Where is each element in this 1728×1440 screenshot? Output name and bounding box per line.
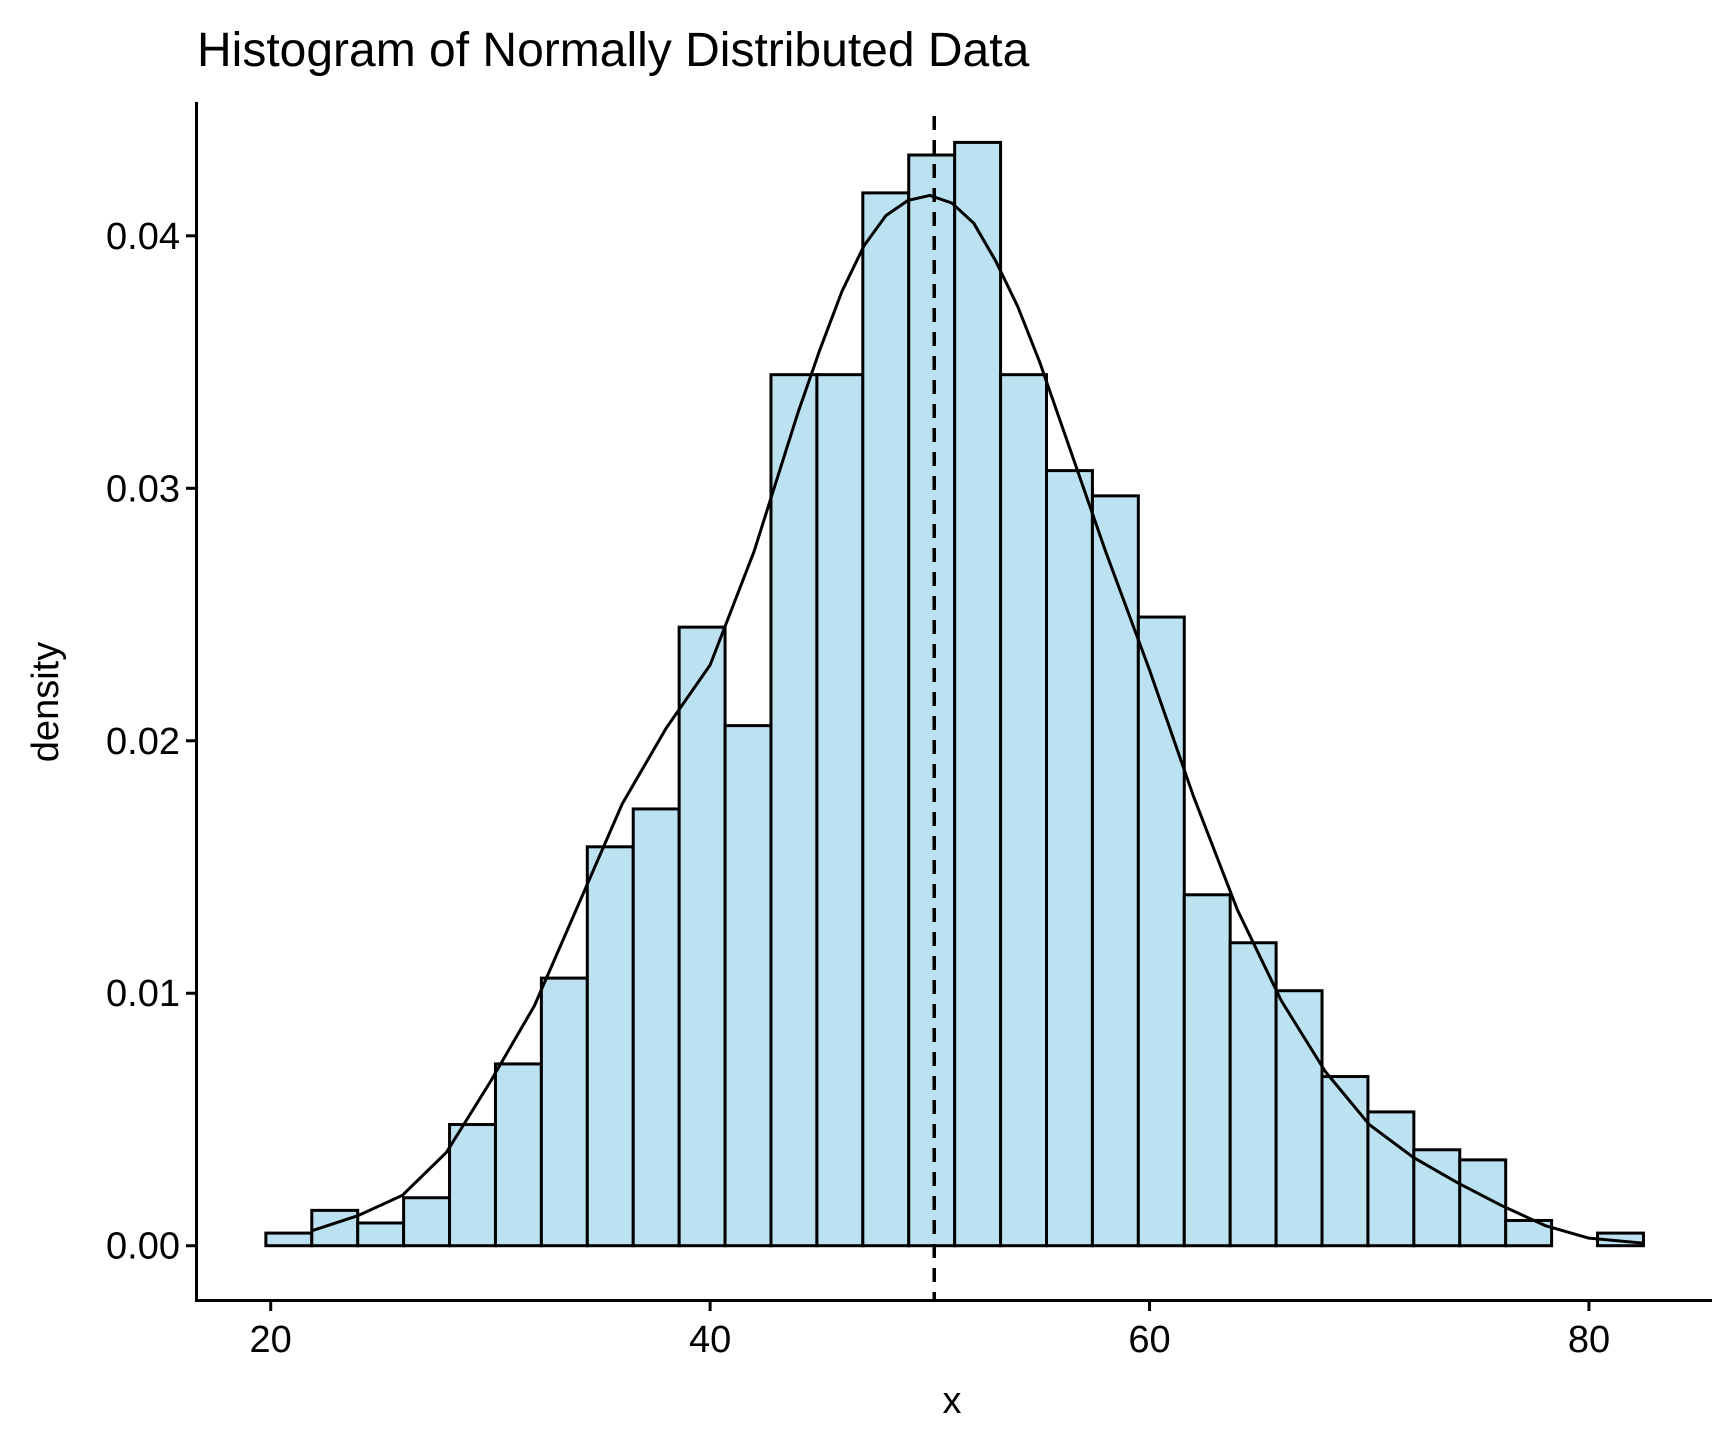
histogram-bar-12 [769,373,819,1248]
histogram-bar-7 [539,976,589,1248]
histogram-bar-18 [1045,469,1094,1248]
histogram-bar-15 [907,153,957,1248]
histogram-bar-25 [1366,1110,1416,1248]
histogram-bar-10 [677,625,727,1248]
histogram-bar-24 [1320,1075,1370,1248]
x-tick-label: 60 [1128,1319,1170,1361]
histogram-bar-21 [1182,893,1232,1248]
density-curve [311,193,1645,1245]
x-tick-label: 80 [1568,1319,1610,1361]
histogram-bar-17 [999,373,1049,1248]
histogram-bar-5 [448,1123,497,1248]
histogram-bar-14 [861,191,911,1248]
y-axis-title: density [25,642,67,762]
x-tick-label: 40 [689,1319,731,1361]
x-tick-label: 20 [250,1319,292,1361]
bars-group [264,140,1645,1248]
y-axis-ticks: 0.00 0.01 0.02 0.03 0.04 [106,216,196,1268]
histogram-bar-1 [264,1231,314,1248]
histogram-bar-13 [815,373,865,1248]
y-tick-label: 0.04 [106,216,180,258]
x-axis-ticks: 20 40 60 80 [250,1300,1610,1361]
x-axis-title: x [943,1380,962,1422]
histogram-bar-9 [631,807,681,1248]
density-curve-layer [311,193,1645,1245]
y-tick-label: 0.01 [106,973,180,1015]
histogram-bar-6 [493,1062,543,1248]
chart-title: Histogram of Normally Distributed Data [197,24,1030,77]
histogram-bar-3 [356,1221,406,1248]
histogram-bar-16 [953,140,1003,1248]
histogram-bar-8 [585,845,635,1248]
histogram-bar-20 [1136,615,1186,1248]
y-tick-label: 0.00 [106,1226,180,1268]
histogram-bar-4 [402,1196,452,1248]
histogram-bar-11 [723,724,773,1248]
y-tick-label: 0.02 [106,721,180,763]
histogram-bar-22 [1228,941,1278,1248]
histogram-bar-26 [1412,1148,1462,1248]
histogram-bar-28 [1504,1218,1554,1248]
y-tick-label: 0.03 [106,468,180,510]
histogram-bar-23 [1274,989,1324,1248]
histogram-bar-19 [1090,494,1140,1248]
